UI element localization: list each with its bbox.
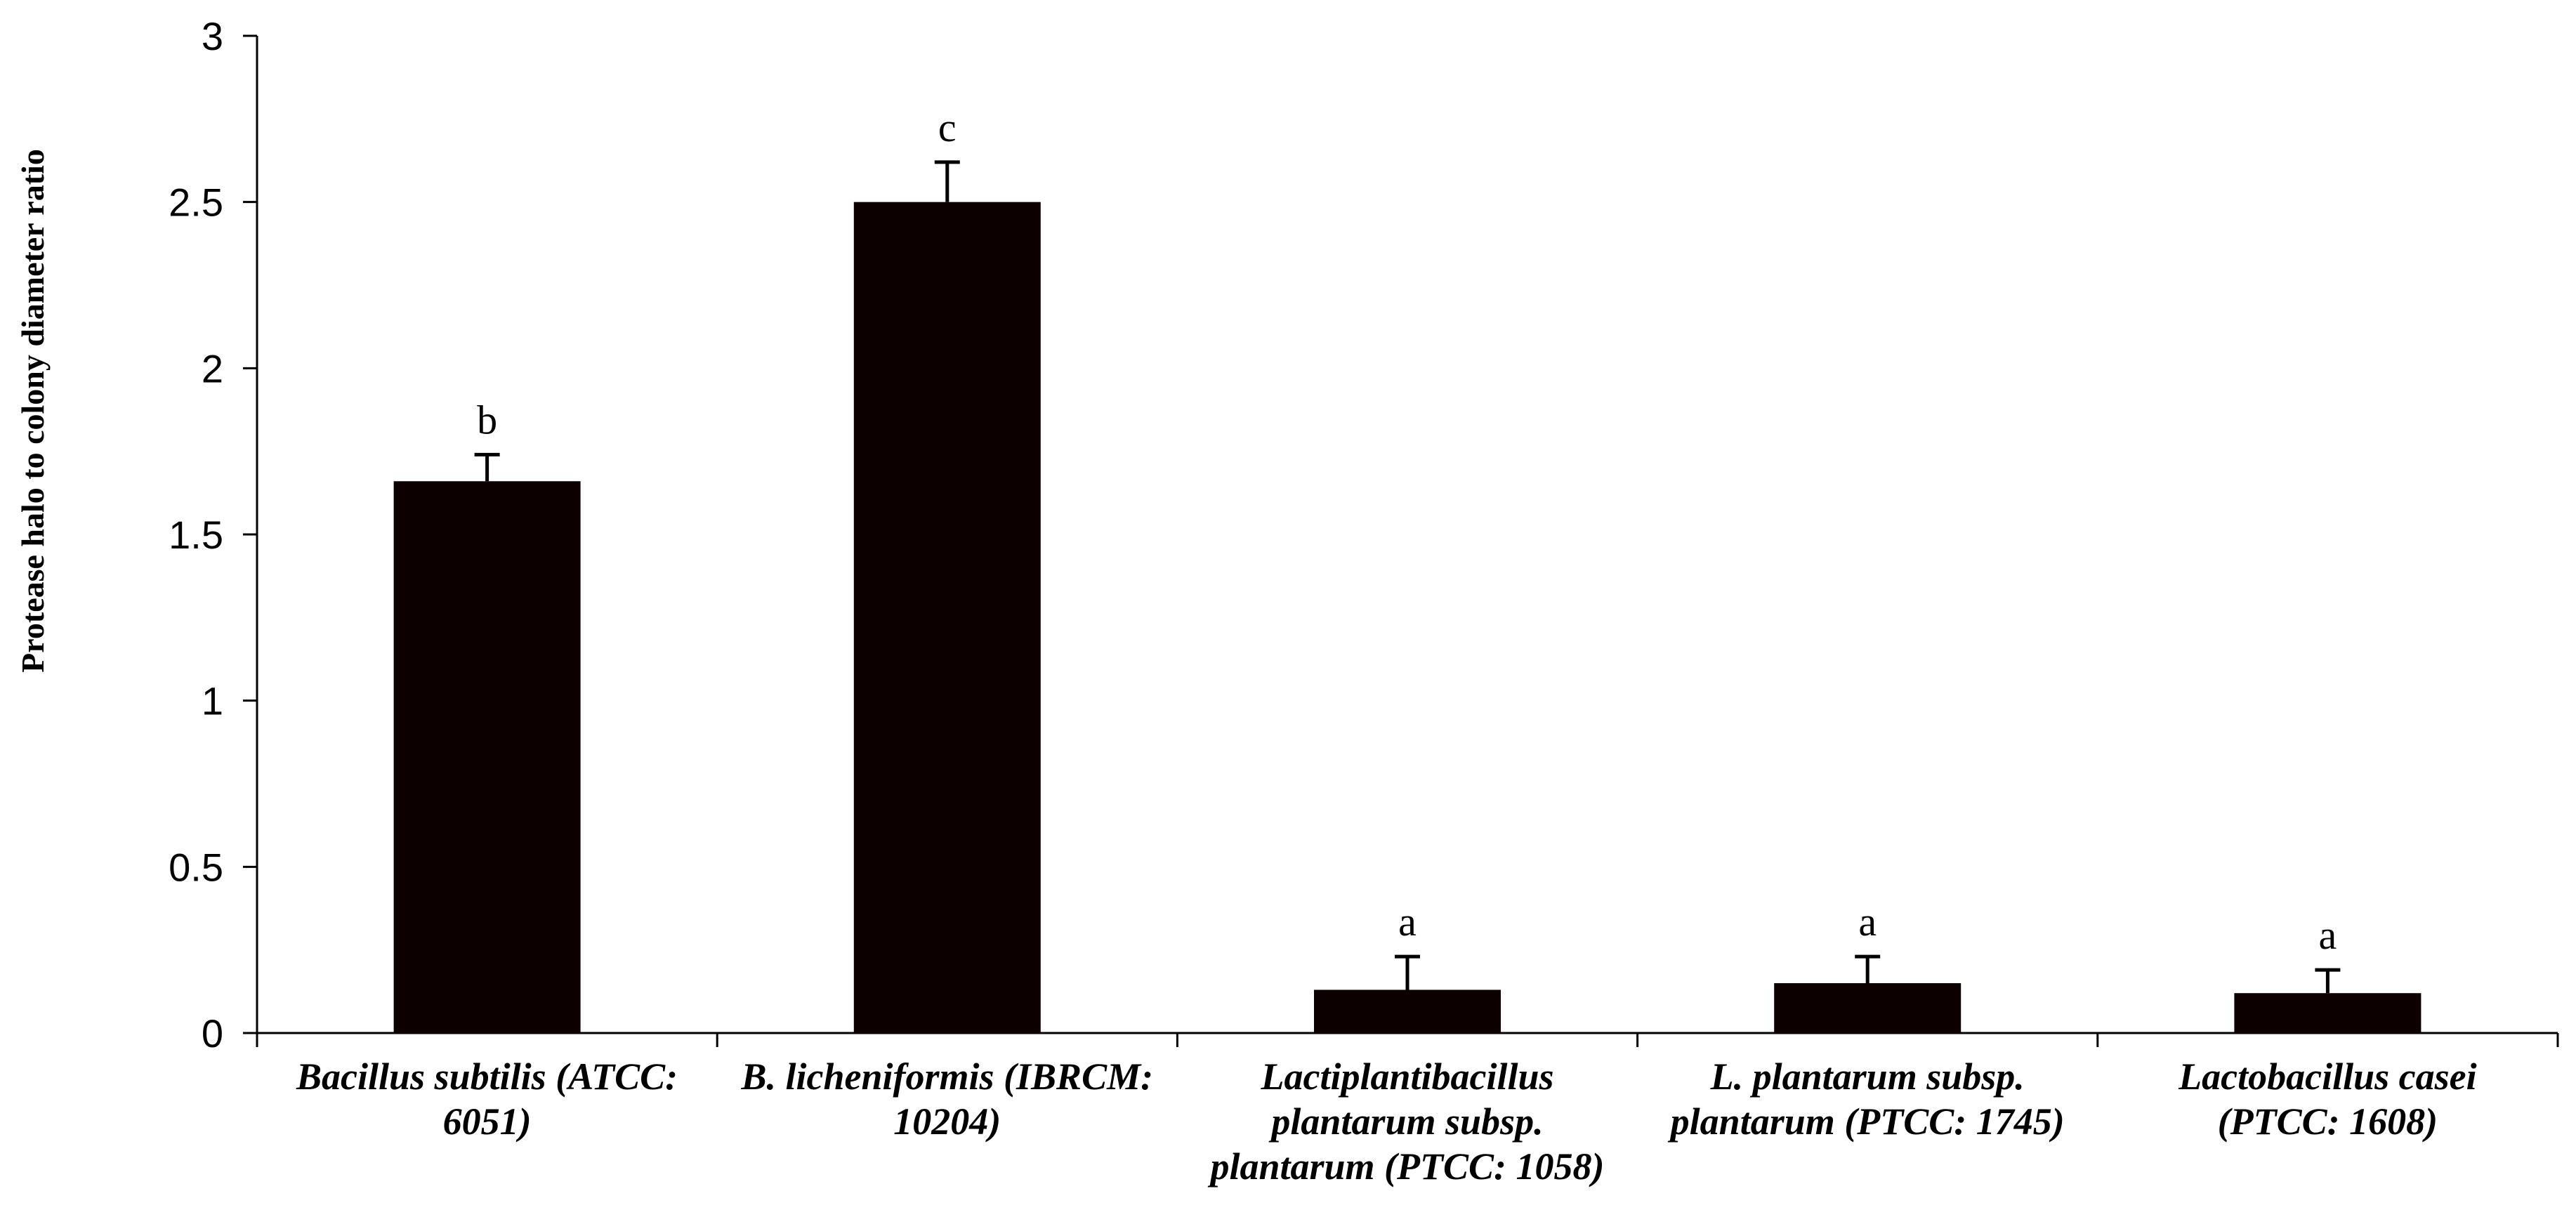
x-tick-label: Lactiplantibacillus plantarum subsp. plant… — [1207, 1056, 1604, 1188]
x-tick-label-line: B. licheniformis (IBRCM: — [741, 1056, 1154, 1098]
significance-label: a — [1858, 899, 1877, 945]
significance-label: a — [2319, 912, 2337, 958]
x-tick-label: Lactobacillus casei (PTCC: 1608) — [2178, 1056, 2476, 1143]
significance-label: a — [1398, 899, 1417, 945]
bar — [393, 481, 581, 1033]
x-tick-label-line: Lactiplantibacillus — [1260, 1056, 1553, 1098]
y-tick-label: 2.5 — [169, 180, 223, 225]
bar — [853, 202, 1041, 1034]
y-axis-title: Protease halo to colony diameter ratio — [15, 149, 51, 673]
y-tick-label: 1 — [202, 679, 223, 723]
x-tick-label: L. plantarum subsp. plantarum (PTCC: 1745… — [1668, 1056, 2065, 1143]
x-tick-label-line: Lactobacillus casei — [2178, 1056, 2476, 1098]
x-tick-label: B. licheniformis (IBRCM: 10204) — [741, 1056, 1154, 1143]
bar — [1314, 989, 1501, 1033]
significance-label: c — [938, 105, 957, 150]
bar — [2234, 993, 2421, 1033]
plot-area: 0 0.5 1 1.5 2 2.5 3 b Bacillus subtilis (ATCC: 60… — [169, 14, 2559, 1188]
x-tick-label-line: L. plantarum subsp. — [1710, 1056, 2025, 1098]
x-tick-label: Bacillus subtilis (ATCC: 6051) — [296, 1056, 678, 1143]
x-tick-label-line: plantarum (PTCC: 1745) — [1668, 1100, 2065, 1143]
y-tick-label: 3 — [202, 14, 223, 58]
bar — [1774, 983, 1961, 1033]
x-tick-label-line: Bacillus subtilis (ATCC: — [296, 1056, 678, 1098]
x-tick-label-line: 10204) — [893, 1100, 1001, 1143]
y-tick-label: 0.5 — [169, 845, 223, 889]
y-tick-label: 2 — [202, 346, 223, 390]
x-tick-label-line: (PTCC: 1608) — [2218, 1100, 2438, 1143]
y-tick-label: 1.5 — [169, 513, 223, 557]
x-tick-label-line: plantarum (PTCC: 1058) — [1207, 1145, 1604, 1188]
significance-label: b — [477, 397, 497, 442]
x-tick-label-line: 6051) — [443, 1100, 532, 1143]
y-tick-label: 0 — [202, 1011, 223, 1056]
x-tick-label-line: plantarum subsp. — [1268, 1100, 1543, 1143]
